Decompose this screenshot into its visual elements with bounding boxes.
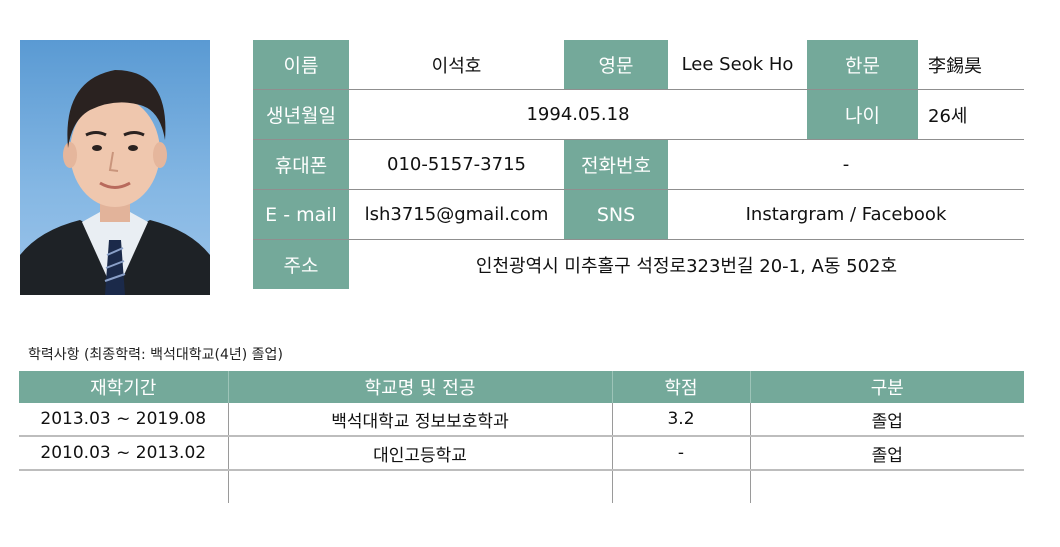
hanja-name-value: 李錫昊 [918,40,1024,90]
gpa-cell: - [612,436,751,471]
row-email: E - mail lsh3715@gmail.com SNS Instargra… [253,189,1024,240]
address-label: 주소 [253,239,349,289]
birth-label: 생년월일 [253,89,349,140]
phone-value: - [668,139,1024,190]
profile-table: 이름 이석호 영문 Lee Seok Ho 한문 李錫昊 생년월일 1994.0… [253,40,1024,289]
sns-label: SNS [564,189,668,240]
period-cell: 2010.03 ~ 2013.02 [19,436,229,471]
header-status: 구분 [750,371,1024,403]
gpa-cell: 3.2 [612,403,751,437]
table-row: 2010.03 ~ 2013.02 대인고등학교 - 졸업 [19,436,1024,471]
person-portrait-icon [20,70,210,295]
phone-label: 전화번호 [564,139,668,190]
header-school-major: 학교명 및 전공 [228,371,613,403]
sns-value: Instargram / Facebook [668,189,1024,240]
education-header-row: 재학기간 학교명 및 전공 학점 구분 [19,371,1024,403]
profile-photo [20,40,210,295]
age-value: 26세 [918,89,1024,140]
education-table: 재학기간 학교명 및 전공 학점 구분 2013.03 ~ 2019.08 백석… [19,371,1024,503]
table-row-empty [19,470,1024,503]
name-value: 이석호 [349,40,564,90]
education-title: 학력사항 (최종학력: 백석대학교(4년) 졸업) [28,347,283,363]
row-name: 이름 이석호 영문 Lee Seok Ho 한문 李錫昊 [253,40,1024,90]
header-gpa: 학점 [612,371,751,403]
name-label: 이름 [253,40,349,90]
row-address: 주소 인천광역시 미추홀구 석정로323번길 20-1, A동 502호 [253,239,1024,289]
hanja-name-label: 한문 [807,40,918,90]
period-cell: 2013.03 ~ 2019.08 [19,403,229,437]
school-cell: 백석대학교 정보보호학과 [228,403,613,437]
address-value: 인천광역시 미추홀구 석정로323번길 20-1, A동 502호 [349,239,1024,289]
english-name-label: 영문 [564,40,668,90]
mobile-value: 010-5157-3715 [349,139,564,190]
status-cell: 졸업 [750,436,1024,471]
english-name-value: Lee Seok Ho [668,40,807,90]
school-cell: 대인고등학교 [228,436,613,471]
empty-cell [750,470,1024,503]
age-label: 나이 [807,89,918,140]
header-period: 재학기간 [19,371,229,403]
email-label: E - mail [253,189,349,240]
birth-value: 1994.05.18 [349,89,807,140]
mobile-label: 휴대폰 [253,139,349,190]
row-birth: 생년월일 1994.05.18 나이 26세 [253,89,1024,140]
empty-cell [19,470,229,503]
empty-cell [228,470,613,503]
row-phone: 휴대폰 010-5157-3715 전화번호 - [253,139,1024,190]
table-row: 2013.03 ~ 2019.08 백석대학교 정보보호학과 3.2 졸업 [19,403,1024,437]
status-cell: 졸업 [750,403,1024,437]
empty-cell [612,470,751,503]
email-value: lsh3715@gmail.com [349,189,564,240]
